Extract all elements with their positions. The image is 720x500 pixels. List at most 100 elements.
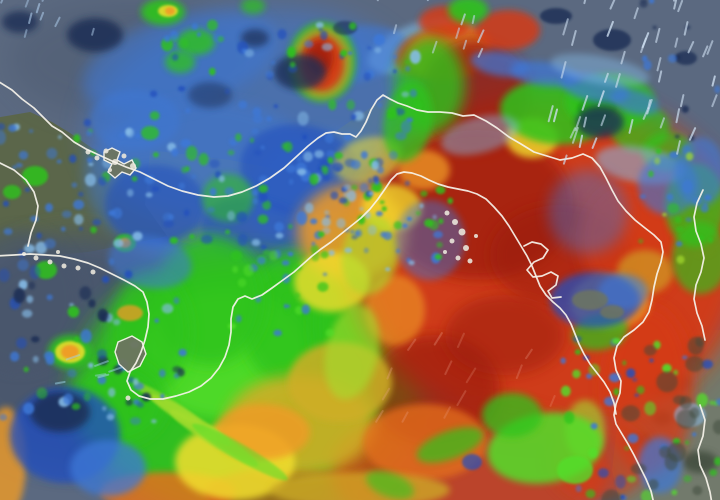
wind-streak: [569, 127, 576, 139]
wind-streak: [688, 127, 697, 141]
wind-streak: [444, 360, 453, 376]
wind-streaks-layer: [0, 0, 718, 423]
coiba-island: [114, 335, 147, 373]
island-dot: [467, 258, 473, 264]
wind-streak: [574, 116, 582, 132]
island-dot: [90, 269, 96, 275]
wind-streak: [657, 70, 663, 83]
wind-streak: [393, 24, 398, 35]
wind-streak: [375, 410, 384, 423]
wind-streak: [581, 95, 589, 111]
wind-streak: [615, 73, 621, 88]
wind-streak: [571, 29, 577, 46]
gulf-inlet-meander-border-line: [523, 241, 562, 299]
wind-streak: [673, 0, 678, 10]
wind-streak: [562, 18, 569, 36]
island-dot: [56, 250, 60, 254]
bocas-archipelago: [103, 147, 137, 179]
island-dot: [444, 210, 450, 216]
island-dot: [47, 259, 53, 265]
wind-streak: [711, 94, 718, 108]
wind-streak: [35, 3, 41, 14]
wind-streak: [609, 0, 616, 10]
wind-streak: [24, 0, 30, 8]
island-dot: [443, 250, 447, 254]
wind-streak: [456, 332, 465, 348]
island-dot: [474, 234, 478, 238]
wind-streak: [683, 21, 689, 36]
wind-streak: [600, 114, 607, 127]
caribbean-coast-and-east-border-border-line: [0, 81, 664, 500]
wind-streak: [431, 40, 438, 54]
wind-streak: [471, 14, 476, 24]
wind-streak: [94, 373, 107, 377]
island-dot: [130, 163, 136, 169]
wind-streak: [706, 40, 714, 55]
east-coastline-upper-border-line: [693, 189, 706, 341]
wind-streak: [560, 61, 567, 79]
wind-streak: [711, 75, 716, 87]
wind-streak: [571, 126, 579, 144]
wind-streak: [552, 108, 559, 123]
wind-streak: [477, 29, 485, 43]
west-inland-border-border-line: [0, 162, 39, 247]
wind-streak: [456, 390, 467, 407]
east-coastline-lower-border-line: [697, 404, 713, 500]
wind-streak: [583, 116, 588, 128]
borders-layer: [0, 81, 713, 500]
wind-streak: [39, 11, 45, 21]
wind-streak: [677, 0, 684, 13]
wind-streak: [578, 134, 584, 149]
island-dot: [463, 245, 469, 251]
wind-streak: [525, 348, 533, 360]
wind-streak: [23, 29, 28, 38]
wind-streak: [656, 57, 662, 72]
wind-streak: [591, 137, 598, 149]
wind-streak: [641, 32, 650, 49]
wind-streak: [562, 154, 568, 165]
wind-streak: [386, 367, 393, 380]
wind-streak: [679, 94, 685, 108]
wind-streak: [687, 41, 695, 54]
wind-streak: [108, 366, 123, 373]
island-dot: [75, 265, 81, 271]
wind-streak: [97, 373, 110, 379]
wind-streak: [604, 72, 609, 83]
island-dot: [103, 148, 109, 154]
wind-streak: [54, 16, 61, 28]
island-dot: [458, 228, 466, 236]
island-dot: [121, 153, 127, 159]
wind-streak: [674, 37, 679, 48]
islands-layer: [22, 147, 624, 401]
wind-streak: [583, 0, 587, 5]
island-dot: [455, 255, 461, 261]
wind-streak: [401, 411, 409, 423]
wind-streak: [0, 0, 4, 4]
island-dot: [449, 238, 455, 244]
wind-streak: [702, 45, 709, 58]
wind-streak: [628, 118, 634, 134]
wind-streak: [515, 364, 523, 380]
wind-streak: [676, 140, 681, 155]
wind-streak: [381, 387, 391, 401]
wind-streak: [655, 27, 661, 43]
wind-streak: [28, 12, 33, 25]
wind-streak: [547, 105, 554, 123]
wind-streak: [620, 50, 626, 65]
wind-streak: [477, 47, 484, 58]
wind-streak: [633, 7, 639, 20]
wind-streak: [460, 13, 466, 26]
wind-streak: [407, 338, 417, 351]
wind-streak: [462, 39, 468, 50]
island-dot: [61, 263, 67, 269]
wind-streak: [443, 406, 451, 419]
island-dot: [33, 255, 39, 261]
island-dot: [125, 395, 131, 401]
pacific-coast-border-line: [0, 171, 617, 415]
island-dot: [452, 219, 458, 225]
wind-streak: [659, 117, 666, 129]
wind-streak: [465, 367, 477, 384]
